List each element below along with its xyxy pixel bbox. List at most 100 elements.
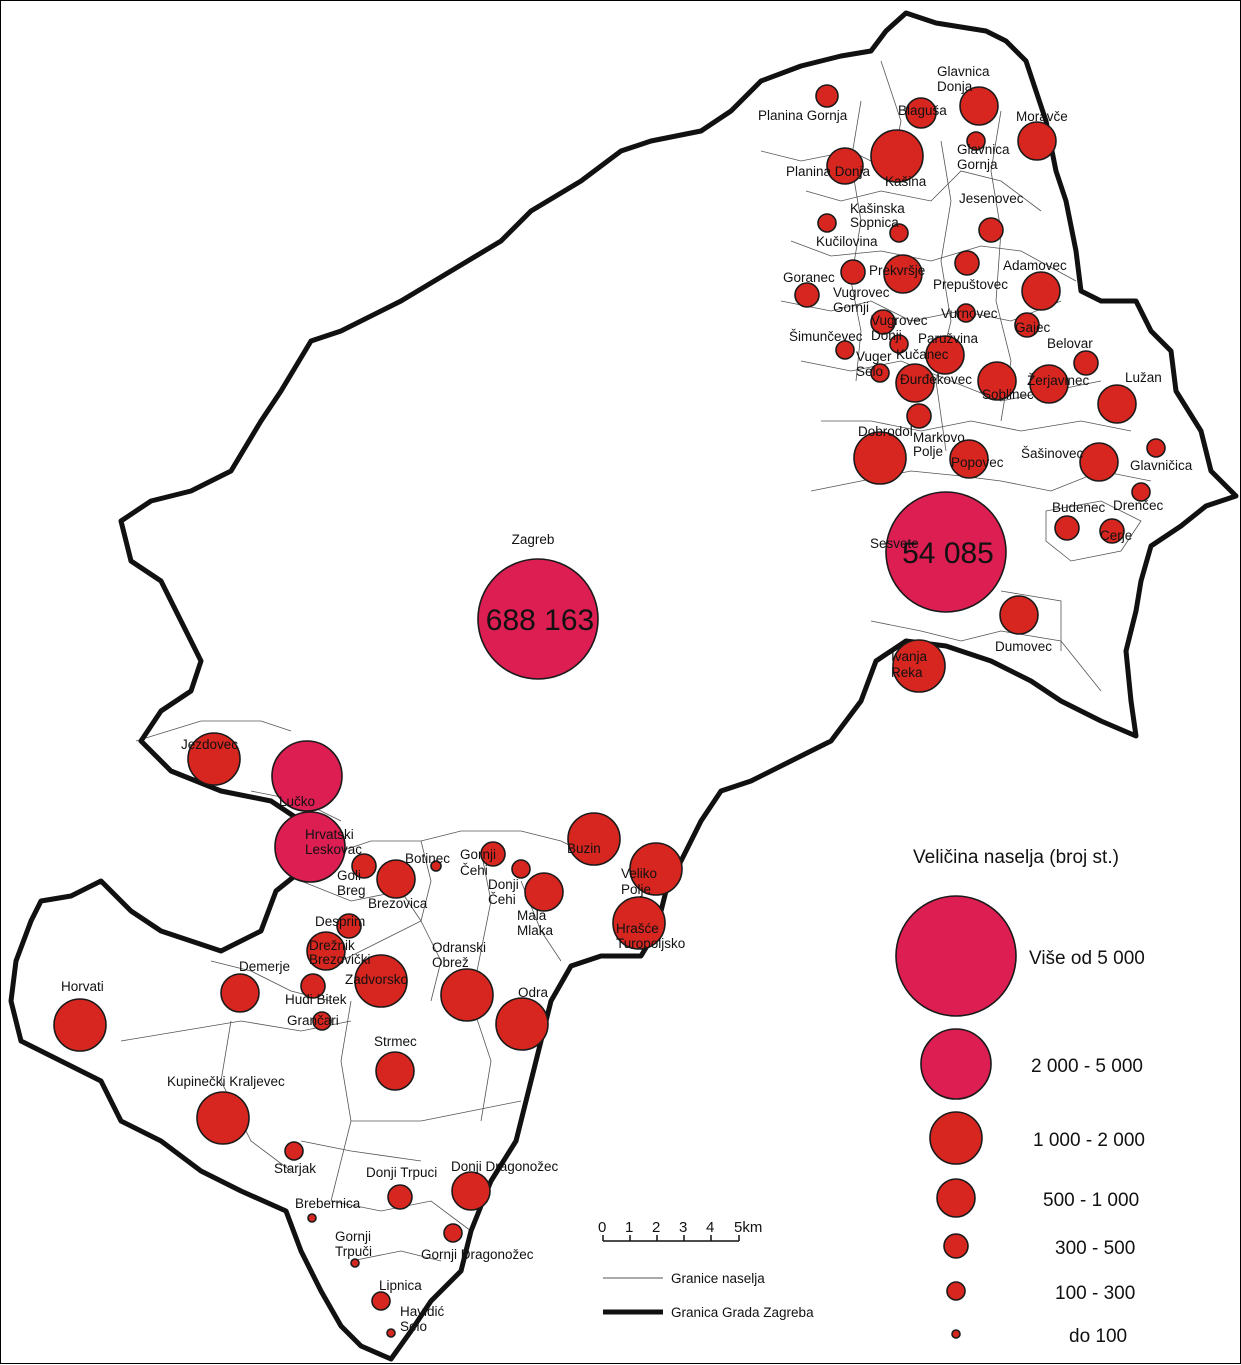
scale-tick: 3 bbox=[679, 1219, 687, 1236]
label-settlement: Paružvina bbox=[918, 331, 979, 346]
label-settlement: Trpuči bbox=[335, 1244, 372, 1259]
label-settlement: Markovo bbox=[913, 430, 965, 445]
label-settlement: Breg bbox=[337, 883, 366, 898]
label-settlement: Brebernica bbox=[295, 1196, 361, 1211]
label-settlement: Lužan bbox=[1125, 370, 1162, 385]
circle-hrvatski-leskovac[interactable] bbox=[274, 811, 346, 883]
settlement-circles bbox=[53, 84, 1166, 1338]
circle-sesvete[interactable] bbox=[885, 491, 1007, 613]
label-settlement: Jesenovec bbox=[959, 191, 1024, 206]
label-settlement: Gornji bbox=[335, 1229, 371, 1244]
label-settlement: Dumovec bbox=[995, 639, 1052, 654]
label-settlement: Glavnica bbox=[957, 142, 1010, 157]
legend-class: 1 000 - 2 000 bbox=[1033, 1130, 1145, 1151]
size-legend: Veličina naselja (broj st.) Više od 5 00… bbox=[895, 847, 1145, 1347]
label-settlement: Botinec bbox=[405, 851, 450, 866]
label-settlement: Drenčec bbox=[1113, 498, 1164, 513]
label-settlement: Donji bbox=[871, 328, 902, 343]
label-settlement: Gornji bbox=[833, 300, 869, 315]
label-settlement: Havidić bbox=[400, 1304, 445, 1319]
scale-bar: 0 1 2 3 4 5km bbox=[598, 1219, 762, 1242]
label-settlement: Demerje bbox=[239, 959, 290, 974]
label-settlement: Odranski bbox=[432, 940, 486, 955]
label-settlement: Lipnica bbox=[379, 1278, 422, 1293]
legend-class: 2 000 - 5 000 bbox=[1031, 1056, 1143, 1077]
legend-class: 100 - 300 bbox=[1055, 1283, 1135, 1304]
sesvete-value: 54 085 bbox=[902, 537, 994, 570]
label-settlement: Strmec bbox=[374, 1034, 417, 1049]
label-settlement: Čehi bbox=[488, 892, 516, 907]
label-settlement: Vurnovec bbox=[941, 306, 998, 321]
label-settlement: Polje bbox=[621, 882, 651, 897]
label-settlement: Donja bbox=[937, 79, 973, 94]
legend-class: 300 - 500 bbox=[1055, 1238, 1135, 1259]
legend-class: 500 - 1 000 bbox=[1043, 1190, 1139, 1211]
label-settlement: Moravče bbox=[1016, 109, 1068, 124]
label-settlement: Planina Gornja bbox=[758, 108, 848, 123]
label-settlement: Adamovec bbox=[1003, 258, 1067, 273]
label-settlement: Vugrovec bbox=[871, 313, 928, 328]
circle-lucko[interactable] bbox=[271, 740, 343, 812]
label-settlement: Donji Trpuci bbox=[366, 1165, 437, 1180]
label-settlement: Sopnica bbox=[850, 215, 899, 230]
label-settlement: Kučilovina bbox=[816, 234, 878, 249]
label-settlement: Žerjavinec bbox=[1027, 373, 1090, 388]
label-settlement: Hrvatski bbox=[305, 827, 354, 842]
label-settlement: Kučanec bbox=[896, 347, 949, 362]
label-settlement: Gornji Dragonožec bbox=[421, 1247, 534, 1262]
sesvete-label: Sesvete bbox=[870, 536, 919, 551]
label-settlement: Goli bbox=[337, 868, 361, 883]
legend-title: Veličina naselja (broj st.) bbox=[913, 847, 1119, 868]
legend-class: do 100 bbox=[1069, 1326, 1127, 1347]
label-settlement: Glavničica bbox=[1130, 458, 1193, 473]
city-boundary bbox=[8, 10, 1239, 1362]
label-settlement: Donji bbox=[488, 877, 519, 892]
scale-tick: 4 bbox=[706, 1219, 714, 1236]
label-settlement: Vuger bbox=[856, 349, 892, 364]
zagreb-label: Zagreb bbox=[512, 532, 555, 547]
label-settlement: Gornji bbox=[460, 847, 496, 862]
label-settlement: Starjak bbox=[274, 1161, 316, 1176]
label-settlement: Leskovac bbox=[305, 842, 362, 857]
scale-tick: 1 bbox=[625, 1219, 633, 1236]
label-settlement: Kašina bbox=[885, 174, 927, 189]
label-settlement: Reka bbox=[891, 665, 923, 680]
label-settlement: Vugrovec bbox=[833, 285, 890, 300]
label-settlement: Odra bbox=[518, 985, 549, 1000]
label-settlement: Prepuštovec bbox=[933, 277, 1008, 292]
circle-zagreb[interactable] bbox=[477, 558, 599, 680]
label-settlement: Donji Dragonožec bbox=[451, 1159, 559, 1174]
line-legend: Granice naselja Granica Grada Zagreba bbox=[603, 1271, 814, 1320]
label-settlement: Brezovica bbox=[368, 896, 428, 911]
legend-line-settlements: Granice naselja bbox=[671, 1271, 765, 1286]
label-settlement: Selo bbox=[856, 364, 883, 379]
label-settlement: Soblinec bbox=[982, 387, 1034, 402]
label-settlement: Goranec bbox=[783, 270, 835, 285]
zagreb-value: 688 163 bbox=[486, 604, 594, 637]
label-settlement: Desprim bbox=[315, 914, 365, 929]
label-settlement: Veliko bbox=[621, 866, 657, 881]
label-settlement: Gajec bbox=[1015, 320, 1051, 335]
label-settlement: Selo bbox=[400, 1319, 427, 1334]
label-settlement: Kašinska bbox=[850, 201, 905, 216]
settlement-labels: Planina Gornja Glavnica Donja Blaguša Mo… bbox=[61, 64, 1193, 1334]
label-settlement: Horvati bbox=[61, 979, 104, 994]
label-settlement: Grančari bbox=[287, 1013, 339, 1028]
legend-line-city: Granica Grada Zagreba bbox=[671, 1305, 814, 1320]
label-settlement: Hudi Bitek bbox=[285, 992, 347, 1007]
label-settlement: Budenec bbox=[1052, 500, 1106, 515]
label-settlement: Turopoljsko bbox=[616, 936, 685, 951]
legend-class: Više od 5 000 bbox=[1029, 948, 1145, 969]
label-settlement: Mala bbox=[517, 908, 547, 923]
label-settlement: Zadvorsko bbox=[345, 972, 408, 987]
label-settlement: Planina Donja bbox=[786, 164, 871, 179]
label-settlement: Polje bbox=[913, 444, 943, 459]
scale-tick: 0 bbox=[598, 1219, 606, 1236]
label-settlement: Glavnica bbox=[937, 64, 990, 79]
label-settlement: Šimunčevec bbox=[789, 329, 863, 344]
label-settlement: Belovar bbox=[1047, 336, 1093, 351]
label-settlement: Blaguša bbox=[898, 103, 947, 118]
label-settlement: Kupinečki Kraljevec bbox=[167, 1074, 285, 1089]
label-settlement: Prekvršje bbox=[869, 263, 925, 278]
